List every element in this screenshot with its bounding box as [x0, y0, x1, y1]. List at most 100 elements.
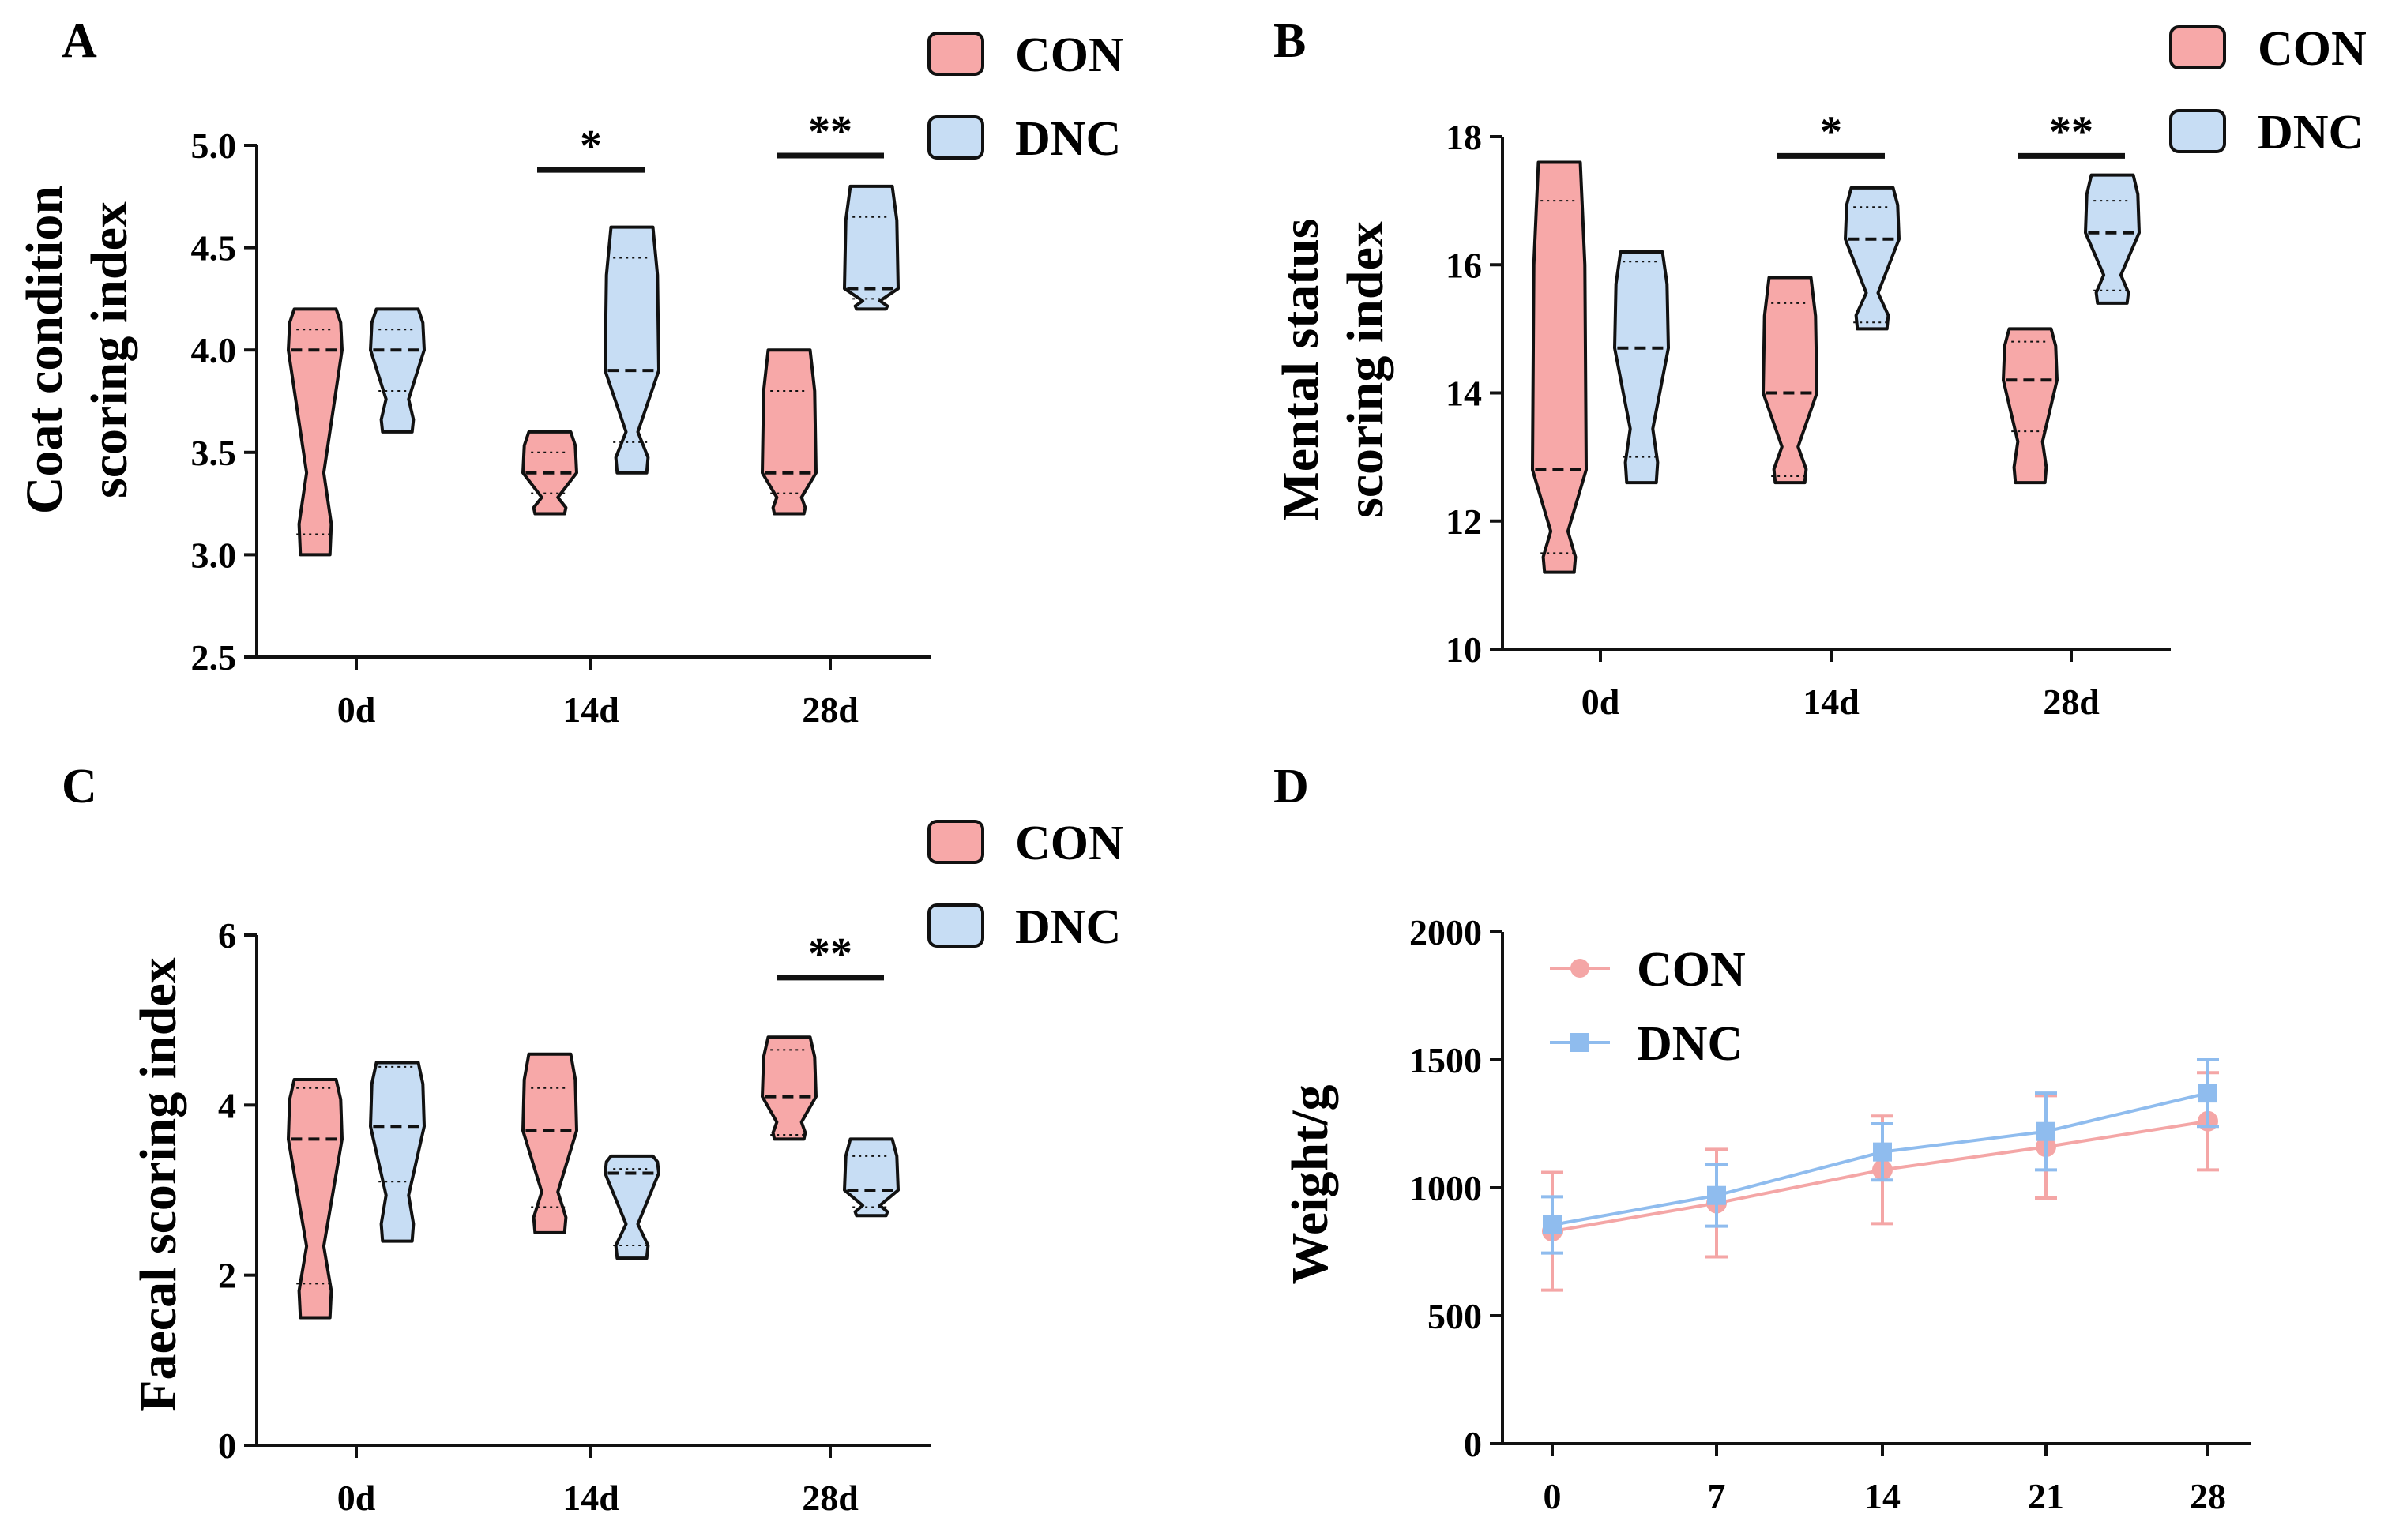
a-y-tick-label: 3.0 — [191, 535, 237, 575]
b-y-tick-label: 18 — [1446, 117, 1482, 157]
d-dnc-point — [1543, 1215, 1562, 1234]
panel-c-legend-dnc-swatch — [927, 903, 984, 948]
c-x-tick-label: 28d — [802, 1478, 859, 1518]
d-y-tick-label: 2000 — [1409, 912, 1482, 952]
b-x-tick-label: 14d — [1803, 682, 1860, 722]
panel-a: A Coat condition scoring index 2.5 3.0 3.5… — [16, 14, 1124, 730]
c-x-tick-label: 0d — [337, 1478, 376, 1518]
d-y-tick-label: 500 — [1427, 1296, 1482, 1336]
a-y-tick-label: 4.5 — [191, 228, 237, 269]
d-x-tick-label: 21 — [2028, 1476, 2064, 1516]
panel-b-ylabel-line2: scoring index — [1337, 221, 1394, 518]
a-violin-con-2 — [761, 348, 818, 516]
panel-c-significance: ** — [777, 930, 884, 981]
panel-c-x-tick-labels: 0d 14d 28d — [337, 1445, 859, 1518]
panel-c-ylabel-line1: Faecal scoring index — [130, 957, 187, 1412]
panel-a-legend-con-label: CON — [1015, 28, 1124, 82]
b-violin-con-1 — [1762, 276, 1818, 485]
c-violin-con-1 — [521, 1052, 578, 1234]
b-y-tick-label: 16 — [1446, 245, 1482, 285]
b-violin-dnc-2 — [2084, 173, 2141, 305]
b-y-tick-label: 10 — [1446, 629, 1482, 670]
c-violin-dnc-1 — [604, 1154, 660, 1260]
c-y-tick-label: 0 — [218, 1425, 236, 1466]
panel-b-letter: B — [1273, 14, 1306, 68]
panel-c-legend-con-swatch — [927, 820, 984, 864]
d-y-tick-label: 1500 — [1409, 1040, 1482, 1080]
c-y-tick-label: 4 — [218, 1085, 236, 1125]
c-y-tick-label: 6 — [218, 915, 236, 956]
panel-a-letter: A — [62, 14, 97, 68]
panel-a-legend-con-swatch — [927, 32, 984, 76]
panel-a-violins — [287, 184, 900, 557]
panel-b-legend-dnc-label: DNC — [2258, 106, 2364, 160]
panel-b-x-tick-labels: 0d 14d 28d — [1581, 649, 2100, 722]
a-significance-label: ** — [808, 107, 852, 156]
panel-d-legend-con-label: CON — [1637, 943, 1746, 997]
panel-d-legend-con-marker — [1570, 959, 1589, 978]
panel-d-series — [1541, 1058, 2219, 1292]
panel-b-ylabel-line1: Mental status — [1272, 218, 1329, 520]
b-y-tick-label: 12 — [1446, 501, 1482, 542]
c-violin-con-2 — [761, 1035, 818, 1141]
c-violin-dnc-2 — [843, 1137, 900, 1218]
a-violin-dnc-0 — [369, 307, 426, 434]
a-y-tick-label: 4.0 — [191, 330, 237, 370]
panel-a-ylabel-line1: Coat condition — [16, 186, 73, 514]
d-dnc-point — [2198, 1084, 2217, 1103]
b-x-tick-label: 28d — [2043, 682, 2100, 722]
a-violin-dnc-2 — [843, 184, 900, 311]
a-x-tick-label: 14d — [562, 689, 619, 730]
panel-c-y-ticks: 0 2 4 6 — [218, 915, 931, 1466]
panel-d-letter: D — [1273, 760, 1309, 813]
panel-a-legend-dnc-label: DNC — [1015, 112, 1121, 166]
panel-b-legend-con-swatch — [2169, 25, 2226, 69]
b-significance-label: * — [1820, 107, 1842, 156]
panel-d-legend: CON DNC — [1550, 943, 1746, 1071]
c-y-tick-label: 2 — [218, 1256, 236, 1296]
panel-a-x-tick-labels: 0d 14d 28d — [337, 657, 859, 730]
panel-b: B Mental status scoring index 10 12 14 16 18… — [1272, 14, 2367, 722]
d-dnc-point — [1873, 1142, 1892, 1162]
panel-a-significance: * ** — [537, 107, 884, 173]
a-significance-label: * — [580, 122, 602, 171]
a-y-tick-label: 3.5 — [191, 433, 237, 473]
a-y-tick-label: 2.5 — [191, 637, 237, 678]
panel-c-violins — [287, 1035, 900, 1320]
b-violin-dnc-0 — [1613, 250, 1670, 485]
panel-a-y-ticks: 2.5 3.0 3.5 4.0 4.5 5.0 — [191, 126, 931, 678]
panel-b-significance: * ** — [1777, 107, 2125, 159]
d-x-tick-label: 14 — [1864, 1476, 1901, 1516]
b-significance-label: ** — [2049, 107, 2093, 156]
panel-d-legend-dnc-label: DNC — [1637, 1017, 1743, 1071]
panel-d-x-ticks: 0 7 14 21 28 — [1544, 1444, 2226, 1516]
panel-d-legend-dnc-marker — [1570, 1033, 1589, 1052]
panel-d-ylabel: Weight/g — [1281, 1084, 1339, 1284]
a-y-tick-label: 5.0 — [191, 126, 237, 166]
b-x-tick-label: 0d — [1581, 682, 1620, 722]
panel-c-legend-con-label: CON — [1015, 817, 1124, 870]
panel-d: D Weight/g 0 500 1000 1500 2000 0 7 14 21 28 CON… — [1273, 760, 2251, 1516]
d-dnc-point — [1707, 1185, 1726, 1205]
d-dnc-point — [2036, 1121, 2055, 1141]
panel-c-letter: C — [62, 760, 97, 813]
a-violin-con-0 — [287, 307, 344, 557]
a-violin-dnc-1 — [604, 225, 660, 475]
d-x-tick-label: 28 — [2190, 1476, 2226, 1516]
panel-b-violins — [1531, 160, 2141, 574]
c-violin-dnc-0 — [369, 1061, 426, 1243]
b-y-tick-label: 14 — [1446, 374, 1482, 414]
panel-d-y-ticks: 0 500 1000 1500 2000 — [1409, 912, 2251, 1464]
panel-b-legend-con-label: CON — [2258, 22, 2367, 76]
d-y-tick-label: 1000 — [1409, 1168, 1482, 1208]
panel-c-legend: CON DNC — [927, 817, 1124, 954]
a-x-tick-label: 0d — [337, 689, 376, 730]
panel-c-legend-dnc-label: DNC — [1015, 900, 1121, 954]
c-x-tick-label: 14d — [562, 1478, 619, 1518]
d-y-tick-label: 0 — [1464, 1424, 1482, 1464]
b-violin-dnc-1 — [1844, 186, 1901, 331]
panel-a-ylabel-line2: scoring index — [81, 201, 138, 498]
